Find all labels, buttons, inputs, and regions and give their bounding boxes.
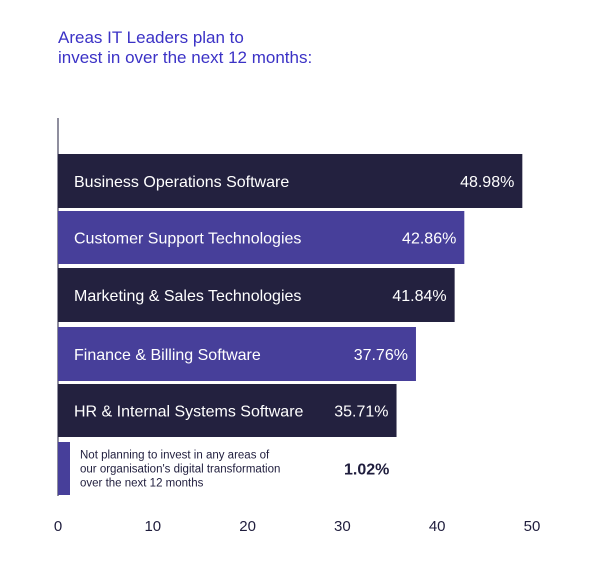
value-label-4: 37.76% [354, 347, 408, 364]
x-axis-ticks: 0 10 20 30 40 50 [54, 518, 541, 535]
x-tick-20: 20 [239, 518, 256, 535]
bar-4 [58, 327, 416, 381]
value-label-1: 48.98% [460, 174, 514, 191]
x-tick-50: 50 [524, 518, 541, 535]
bar-label-3: Marketing & Sales Technologies [74, 288, 301, 305]
bar-6 [58, 442, 70, 495]
value-label-3: 41.84% [392, 288, 446, 305]
chart-title-line-1: Areas IT Leaders plan to [58, 28, 244, 47]
chart-title: Areas IT Leaders plan to invest in over … [58, 28, 312, 68]
bar-label-4: Finance & Billing Software [74, 347, 261, 364]
bar-3 [58, 268, 455, 322]
bar-2 [58, 211, 465, 264]
bar-label-6-line-2: our organisation's digital transformatio… [80, 464, 280, 476]
bar-label-5: HR & Internal Systems Software [74, 404, 304, 421]
x-tick-30: 30 [334, 518, 351, 535]
value-label-5: 35.71% [334, 404, 388, 421]
x-tick-40: 40 [429, 518, 446, 535]
bar-label-6-line-1: Not planning to invest in any areas of [80, 450, 270, 462]
chart-title-line-2: invest in over the next 12 months: [58, 48, 313, 67]
x-tick-10: 10 [144, 518, 161, 535]
value-label-2: 42.86% [402, 231, 456, 248]
bar-5 [58, 384, 397, 437]
bar-1 [58, 154, 523, 208]
bar-label-2: Customer Support Technologies [74, 231, 301, 248]
x-tick-0: 0 [54, 518, 62, 535]
bars-group: Business Operations Software 48.98% Custom… [58, 154, 523, 495]
bar-label-1: Business Operations Software [74, 174, 289, 191]
bar-label-6-line-3: over the next 12 months [80, 478, 204, 490]
value-label-6: 1.02% [344, 462, 389, 479]
